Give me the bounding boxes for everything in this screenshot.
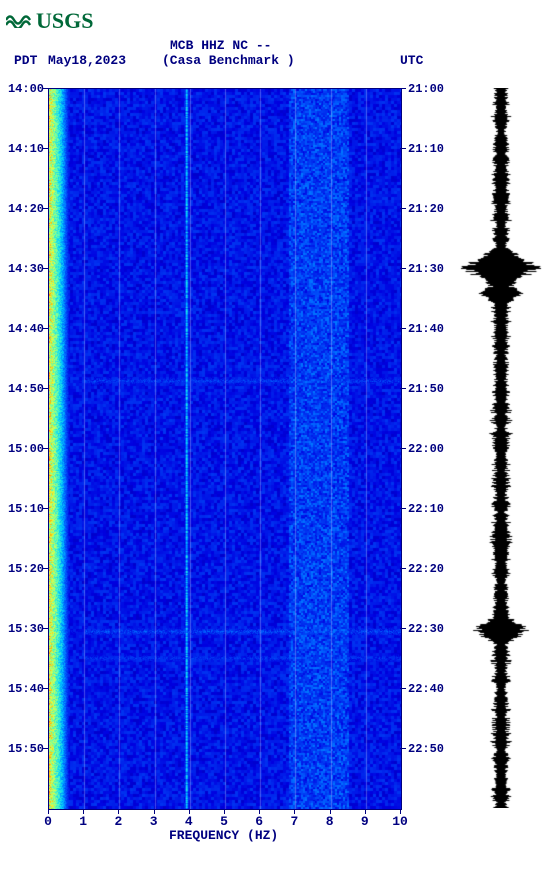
x-tickmark (154, 809, 155, 814)
y-left-tickmark (42, 688, 48, 689)
y-right-tick: 22:20 (408, 562, 444, 576)
y-right-tick: 22:30 (408, 622, 444, 636)
x-tick: 8 (326, 814, 334, 829)
y-left-tick: 15:30 (0, 622, 44, 636)
x-tickmark (294, 809, 295, 814)
x-tick: 5 (220, 814, 228, 829)
y-left-tick: 14:40 (0, 322, 44, 336)
y-right-tick: 21:00 (408, 82, 444, 96)
waveform-panel (455, 88, 547, 808)
x-tick: 1 (79, 814, 87, 829)
x-tick: 3 (150, 814, 158, 829)
x-axis-label: FREQUENCY (HZ) (169, 828, 278, 843)
y-right-tickmark (400, 268, 406, 269)
y-left-tickmark (42, 88, 48, 89)
x-tickmark (48, 809, 49, 814)
x-tickmark (83, 809, 84, 814)
x-tickmark (189, 809, 190, 814)
y-right-tick: 22:40 (408, 682, 444, 696)
y-left-tickmark (42, 148, 48, 149)
y-right-tick: 22:10 (408, 502, 444, 516)
waveform-canvas (455, 88, 547, 808)
y-left-tick: 14:10 (0, 142, 44, 156)
y-right-tickmark (400, 628, 406, 629)
y-left-tickmark (42, 448, 48, 449)
y-right-tickmark (400, 148, 406, 149)
y-left-tick: 14:30 (0, 262, 44, 276)
y-left-tick: 14:00 (0, 82, 44, 96)
usgs-logo: USGS (6, 8, 93, 34)
y-left-tickmark (42, 748, 48, 749)
y-right-tickmark (400, 568, 406, 569)
x-tick: 0 (44, 814, 52, 829)
y-right-tick: 22:00 (408, 442, 444, 456)
x-tick: 4 (185, 814, 193, 829)
y-right-tickmark (400, 748, 406, 749)
spectrogram-panel (48, 88, 402, 810)
x-tick: 9 (361, 814, 369, 829)
y-right-tickmark (400, 388, 406, 389)
y-left-tick: 15:00 (0, 442, 44, 456)
tz-left-label: PDT (14, 53, 37, 68)
station-subtitle: (Casa Benchmark ) (162, 53, 295, 68)
y-left-tick: 14:20 (0, 202, 44, 216)
y-left-tickmark (42, 208, 48, 209)
y-right-tick: 21:50 (408, 382, 444, 396)
y-right-tickmark (400, 688, 406, 689)
y-right-tick: 21:40 (408, 322, 444, 336)
x-tickmark (118, 809, 119, 814)
y-right-tickmark (400, 328, 406, 329)
tz-right-label: UTC (400, 53, 423, 68)
usgs-logo-text: USGS (36, 8, 93, 34)
y-left-tickmark (42, 328, 48, 329)
y-left-tickmark (42, 388, 48, 389)
y-right-tick: 22:50 (408, 742, 444, 756)
x-tickmark (224, 809, 225, 814)
y-left-tickmark (42, 628, 48, 629)
y-left-tickmark (42, 568, 48, 569)
header-date: May18,2023 (48, 53, 126, 68)
y-right-tick: 21:20 (408, 202, 444, 216)
y-left-tick: 15:40 (0, 682, 44, 696)
x-tick: 10 (392, 814, 408, 829)
y-left-tickmark (42, 508, 48, 509)
y-right-tickmark (400, 448, 406, 449)
x-tick: 6 (255, 814, 263, 829)
y-right-tickmark (400, 508, 406, 509)
y-right-tickmark (400, 88, 406, 89)
x-tickmark (400, 809, 401, 814)
y-right-tick: 21:30 (408, 262, 444, 276)
y-right-tick: 21:10 (408, 142, 444, 156)
y-left-tickmark (42, 268, 48, 269)
y-left-tick: 15:20 (0, 562, 44, 576)
x-tickmark (365, 809, 366, 814)
usgs-wave-icon (6, 8, 32, 34)
chart-area: 14:0014:1014:2014:3014:4014:5015:0015:10… (0, 88, 552, 860)
station-title: MCB HHZ NC -- (170, 38, 271, 53)
x-tickmark (259, 809, 260, 814)
y-left-tick: 14:50 (0, 382, 44, 396)
spectrogram-canvas (49, 89, 401, 809)
x-tickmark (330, 809, 331, 814)
y-right-tickmark (400, 208, 406, 209)
y-left-tick: 15:10 (0, 502, 44, 516)
y-left-tick: 15:50 (0, 742, 44, 756)
x-tick: 2 (114, 814, 122, 829)
x-tick: 7 (290, 814, 298, 829)
